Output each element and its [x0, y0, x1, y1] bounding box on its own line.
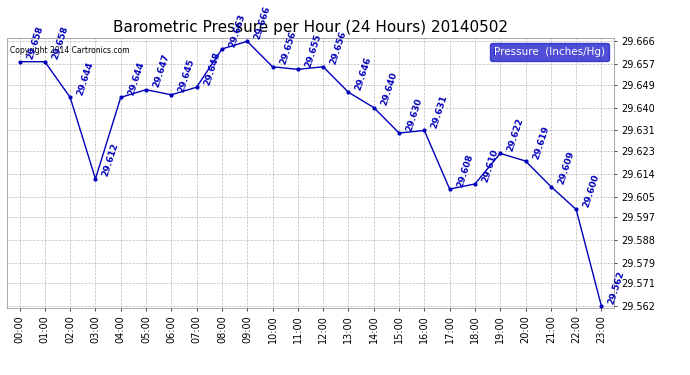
Text: 29.645: 29.645 [177, 58, 196, 94]
Title: Barometric Pressure per Hour (24 Hours) 20140502: Barometric Pressure per Hour (24 Hours) … [113, 20, 508, 35]
Text: 29.631: 29.631 [430, 94, 449, 130]
Text: 29.656: 29.656 [278, 30, 297, 66]
Text: 29.608: 29.608 [455, 153, 475, 188]
Text: 29.656: 29.656 [328, 30, 348, 66]
Text: 29.600: 29.600 [582, 173, 601, 208]
Legend: Pressure  (Inches/Hg): Pressure (Inches/Hg) [490, 43, 609, 61]
Text: 29.663: 29.663 [228, 12, 247, 48]
Text: 29.646: 29.646 [354, 56, 373, 92]
Text: 29.648: 29.648 [202, 51, 221, 86]
Text: Copyright 2014 Cartronics.com: Copyright 2014 Cartronics.com [10, 46, 130, 55]
Text: 29.644: 29.644 [76, 60, 95, 97]
Text: 29.655: 29.655 [304, 33, 323, 69]
Text: 29.647: 29.647 [152, 53, 171, 89]
Text: 29.610: 29.610 [480, 147, 500, 183]
Text: 29.562: 29.562 [607, 270, 627, 306]
Text: 29.619: 29.619 [531, 124, 551, 160]
Text: 29.658: 29.658 [50, 25, 70, 61]
Text: 29.658: 29.658 [25, 25, 44, 61]
Text: 29.609: 29.609 [556, 150, 575, 186]
Text: 29.644: 29.644 [126, 60, 146, 97]
Text: 29.622: 29.622 [506, 117, 525, 153]
Text: 29.640: 29.640 [380, 71, 399, 107]
Text: 29.612: 29.612 [101, 142, 120, 178]
Text: 29.630: 29.630 [404, 96, 424, 132]
Text: 29.666: 29.666 [253, 5, 272, 40]
